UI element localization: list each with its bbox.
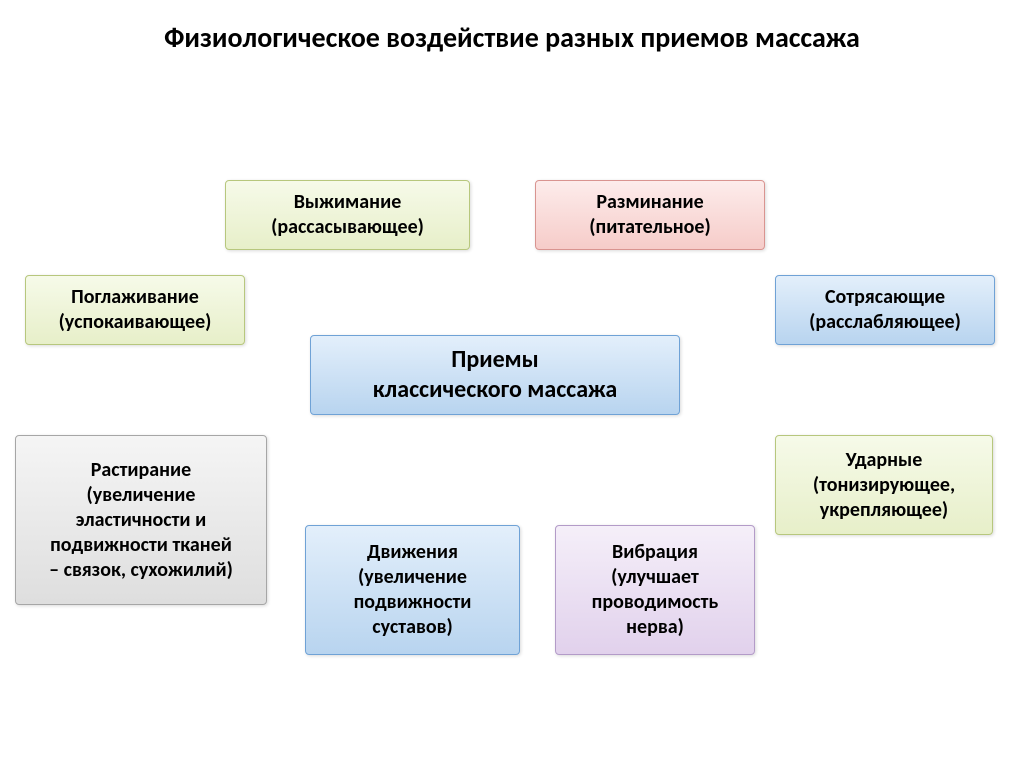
node-razminaniye: Разминание(питательное) [535,180,765,250]
node-poglazhivaniye: Поглаживание(успокаивающее) [25,275,245,345]
node-dvizheniya: Движения(увеличениеподвижностисуставов) [305,525,520,655]
node-sotryasayushchiye: Сотрясающие(расслабляющее) [775,275,995,345]
node-label: Сотрясающие(расслабляющее) [809,285,961,335]
node-label: Растирание(увеличениеэластичности иподви… [49,458,233,583]
node-label: Поглаживание(успокаивающее) [59,285,212,335]
node-label: Движения(увеличениеподвижностисуставов) [354,540,472,640]
node-center: Приемыклассического массажа [310,335,680,415]
node-vibratsiya: Вибрация(улучшаетпроводимостьнерва) [555,525,755,655]
node-vyzhimaniye: Выжимание(рассасывающее) [225,180,470,250]
node-udarnye: Ударные(тонизирующее,укрепляющее) [775,435,993,535]
node-label: Выжимание(рассасывающее) [271,190,424,240]
diagram-title: Физиологическое воздействие разных прием… [0,20,1024,55]
node-label: Разминание(питательное) [589,190,710,240]
node-label: Ударные(тонизирующее,укрепляющее) [813,448,955,523]
node-rastiraniye: Растирание(увеличениеэластичности иподви… [15,435,267,605]
node-label: Вибрация(улучшаетпроводимостьнерва) [592,540,719,640]
node-label: Приемыклассического массажа [373,345,617,405]
